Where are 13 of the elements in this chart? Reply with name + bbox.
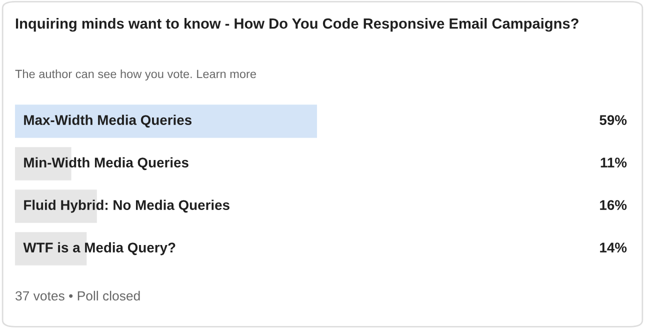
- data-label: 14%: [600, 242, 627, 252]
- bar: [15, 104, 317, 138]
- y-tick-label: WTF is a Media Query?: [23, 242, 176, 256]
- data-label: 59%: [600, 115, 627, 125]
- chart-title: Inquiring minds want to know - How Do You Code Responsive Email Campaigns?: [16, 18, 578, 32]
- text: 37 votes • Poll closed: [16, 290, 140, 301]
- data-label: 11%: [600, 158, 627, 168]
- y-tick-label: Max-Width Media Queries: [24, 114, 192, 128]
- data-label: 16%: [600, 200, 627, 210]
- y-tick-label: Fluid Hybrid: No Media Queries: [24, 200, 230, 213]
- bar: [15, 232, 87, 266]
- chart-subtitle: The author can see how you vote. Learn more: [15, 70, 256, 80]
- y-tick-label: Min-Width Media Queries: [24, 157, 188, 170]
